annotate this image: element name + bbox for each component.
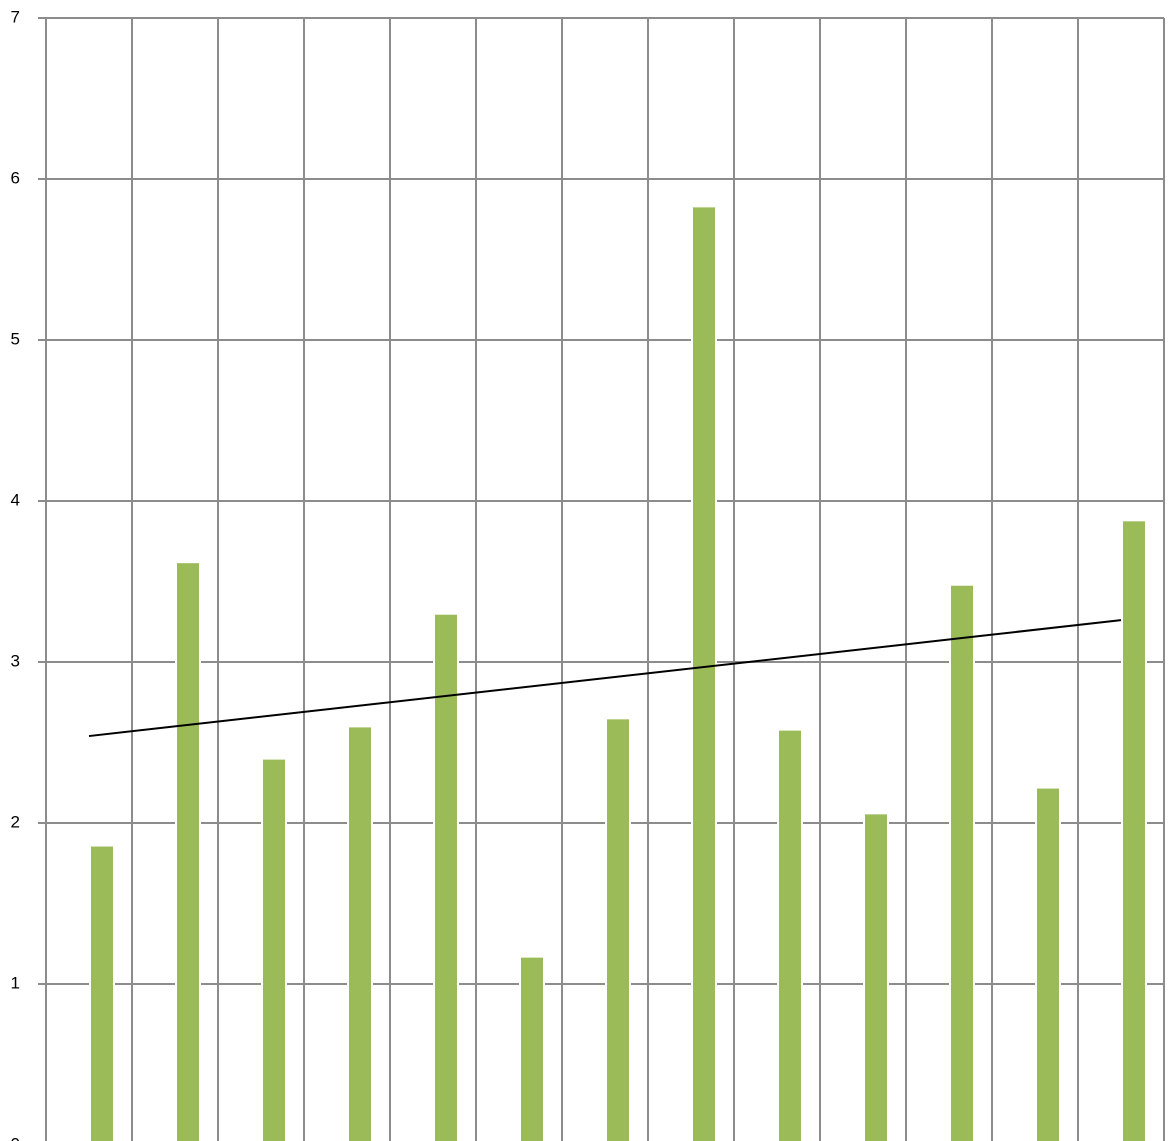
bar — [949, 583, 975, 1141]
bar — [1035, 786, 1061, 1141]
bar — [863, 812, 889, 1141]
bar — [1121, 519, 1147, 1141]
y-tick-label: 1 — [11, 973, 20, 992]
y-tick-label: 7 — [11, 7, 20, 26]
bar — [347, 725, 373, 1141]
bar — [261, 757, 287, 1141]
bar — [691, 205, 717, 1141]
y-tick-label: 5 — [11, 329, 20, 348]
y-tick-label: 6 — [11, 168, 20, 187]
bar — [89, 844, 115, 1141]
bar — [777, 728, 803, 1141]
y-tick-label: 2 — [11, 812, 20, 831]
bar — [175, 561, 201, 1141]
bar — [605, 717, 631, 1141]
y-tick-label: 4 — [11, 490, 20, 509]
bar — [519, 955, 545, 1141]
trendline — [88, 619, 1122, 738]
y-tick-label: 0 — [11, 1134, 20, 1141]
y-tick-label: 3 — [11, 651, 20, 670]
bar — [433, 612, 459, 1141]
